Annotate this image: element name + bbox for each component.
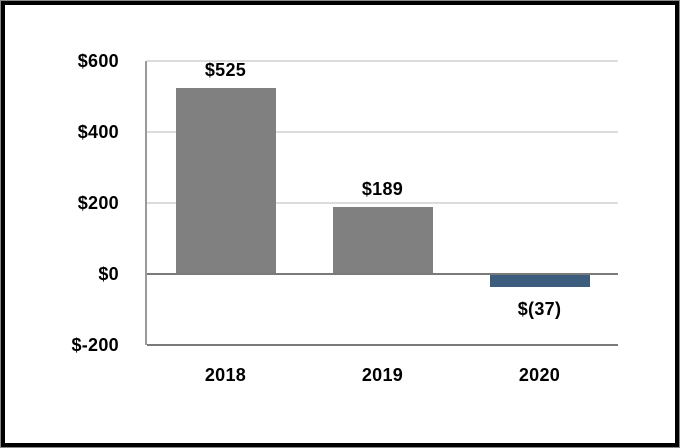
x-tick-label-2018: 2018 <box>204 365 247 385</box>
y-tick-label-0: $0 <box>98 264 119 284</box>
gridline-200 <box>147 202 618 204</box>
plot-area: $600 $400 $200 $0 $-200 $525 $189 $(37) … <box>71 51 618 385</box>
x-tick-label-2020: 2020 <box>518 365 561 385</box>
zero-line <box>147 273 618 275</box>
gridline-400 <box>147 131 618 133</box>
x-tick-label-2019: 2019 <box>361 365 404 385</box>
y-axis-line <box>145 61 147 345</box>
bar-2018 <box>175 87 276 274</box>
y-tick-label-600: $600 <box>77 51 119 71</box>
x-axis-baseline <box>147 344 618 346</box>
bar-value-label-2019: $189 <box>361 178 404 199</box>
bar-value-label-2018: $525 <box>204 59 247 80</box>
y-tick-label-neg200: $-200 <box>71 335 119 355</box>
bar-2020 <box>489 274 590 288</box>
y-tick-label-200: $200 <box>77 193 119 213</box>
gridline-600 <box>147 60 618 62</box>
y-tick-label-400: $400 <box>77 122 119 142</box>
bar-2019 <box>332 206 433 274</box>
bar-value-label-2020: $(37) <box>517 299 562 320</box>
